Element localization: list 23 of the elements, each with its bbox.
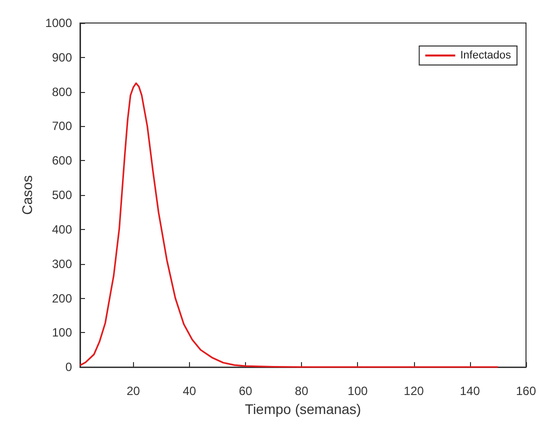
x-tick-label: 160 xyxy=(516,384,536,398)
y-tick-label: 500 xyxy=(52,188,72,202)
y-tick-label: 700 xyxy=(52,119,72,134)
y-axis-title: Casos xyxy=(19,175,35,215)
x-tick-label: 20 xyxy=(126,384,140,398)
line-series xyxy=(79,82,499,368)
x-tick-label: 120 xyxy=(404,384,424,398)
x-tick-label: 140 xyxy=(460,384,480,398)
y-tick-label: 400 xyxy=(52,222,72,236)
y-tick-label: 600 xyxy=(52,154,72,168)
y-tick-label: 200 xyxy=(52,291,72,306)
x-tick-label: 60 xyxy=(238,384,252,398)
y-tick-label: 300 xyxy=(52,256,72,271)
y-tick-label: 0 xyxy=(65,360,72,374)
y-tick-label: 800 xyxy=(52,84,72,99)
y-tick-label: 1000 xyxy=(45,16,72,30)
x-tick-label: 40 xyxy=(182,384,196,398)
x-tick-label: 80 xyxy=(294,384,309,398)
x-tick-label: 100 xyxy=(348,384,368,398)
y-tick-label: 900 xyxy=(52,50,72,64)
y-tick-label: 100 xyxy=(52,326,72,340)
x-axis-title: Tiempo (semanas) xyxy=(244,401,362,417)
legend-label: Infectados xyxy=(460,50,512,62)
